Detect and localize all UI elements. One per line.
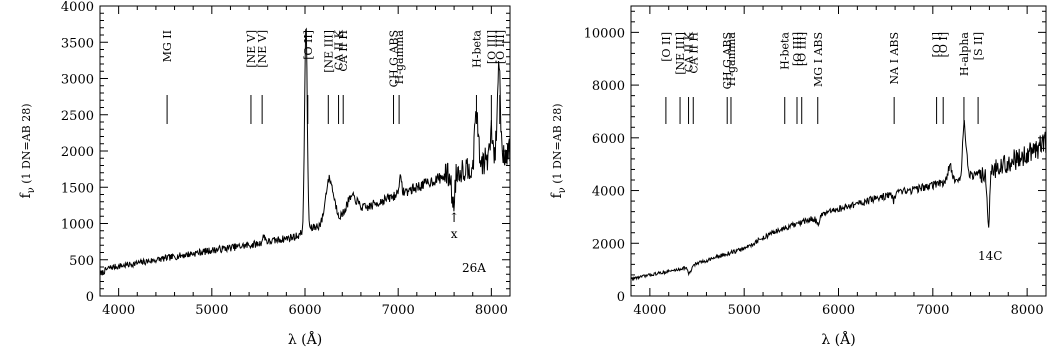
panel-14c: 4000 5000 6000 7000 8000 0 2000 4000 6000 8000 100… [549, 5, 1047, 348]
x-axis-label: λ (Å) [288, 330, 322, 348]
line-id-label: [O I] [931, 32, 944, 57]
panel-tag: 14C [978, 249, 1002, 263]
line-id-label: [NE III] [322, 30, 335, 73]
y-axis-label: fν (1 DN=AB 28) [18, 103, 37, 198]
x-tick-label: 7000 [382, 303, 415, 318]
x-tick-label: 6000 [288, 303, 321, 318]
annotation-arrow: ↑ [449, 211, 460, 226]
line-id-label: H-gamma [725, 32, 738, 87]
y-tick-label: 3000 [61, 73, 94, 88]
y-tick-label: 4000 [61, 0, 94, 15]
line-id-label: MG II [161, 30, 174, 62]
y-tick-label: 1000 [61, 218, 94, 233]
annotation-label: x [451, 227, 458, 241]
y-tick-label: 2000 [61, 145, 94, 160]
line-id-label: CA II K [683, 31, 696, 72]
line-id-label: CA II H [687, 32, 700, 74]
y-tick-label: 0 [617, 290, 625, 305]
line-id-label: CH G ABS [388, 30, 401, 87]
x-tick-label: 5000 [728, 303, 761, 318]
line-id-label: CA II K [333, 29, 346, 70]
line-id-label: H-beta [779, 32, 792, 70]
x-tick-label: 8000 [475, 303, 508, 318]
y-axis-label: fν (1 DN=AB 28) [549, 103, 568, 198]
x-tick-label: 7000 [916, 303, 949, 318]
x-tick-label: 6000 [822, 303, 855, 318]
y-axis-label-main: f [549, 192, 565, 199]
line-id-label: [O II] [660, 32, 673, 62]
line-id-label: CA II H [337, 30, 350, 72]
line-id-label: [O III] [494, 30, 507, 64]
line-id-label: NA I ABS [888, 32, 901, 84]
line-id-label: [NE V] [245, 30, 258, 68]
line-id-label: H-gamma [393, 30, 406, 85]
x-tick-label: 5000 [195, 303, 228, 318]
panel-26a: 4000 5000 6000 7000 8000 0 500 1000 1500 2000 2500… [18, 0, 511, 348]
y-axis-label-main: f [18, 192, 34, 199]
x-tick-label: 4000 [102, 303, 135, 318]
line-id-label: CH G ABS [721, 32, 734, 89]
x-axis-label: λ (Å) [821, 330, 855, 348]
line-id-label: H-beta [470, 30, 483, 68]
y-axis-label-sub: ν [557, 187, 568, 193]
line-id-label: MG I ABS [812, 32, 825, 87]
y-axis-label-rest: (1 DN=AB 28) [551, 103, 564, 187]
y-axis-label-sub: ν [26, 187, 37, 193]
line-id-label: H-alpha [958, 32, 971, 77]
y-tick-label: 0 [86, 290, 94, 305]
line-id-label: [O II] [302, 30, 315, 60]
x-tick-label: 8000 [1011, 303, 1044, 318]
y-tick-label: 1500 [61, 181, 94, 196]
x-tick-label: 4000 [633, 303, 666, 318]
y-axis-label-rest: (1 DN=AB 28) [20, 103, 33, 187]
spectrum-line [630, 120, 1047, 282]
line-id-label: [NE III] [674, 32, 687, 75]
line-id-label: [S II] [972, 32, 985, 60]
y-tick-label: 10000 [584, 26, 625, 41]
y-tick-label: 4000 [592, 185, 625, 200]
y-tick-label: 2500 [61, 109, 94, 124]
line-id-label: [O III] [796, 32, 809, 66]
y-tick-label: 3500 [61, 36, 94, 51]
panel-tag: 26A [462, 261, 486, 275]
spectrum-line [99, 27, 511, 276]
y-tick-label: 500 [69, 254, 94, 269]
line-id-label: [O III] [791, 32, 804, 66]
y-tick-label: 2000 [592, 237, 625, 252]
y-tick-label: 8000 [592, 79, 625, 94]
line-id-label: [NE V] [256, 30, 269, 68]
line-id-label: [O III] [485, 30, 498, 64]
line-id-label: [O I] [937, 32, 950, 57]
y-tick-label: 6000 [592, 132, 625, 147]
